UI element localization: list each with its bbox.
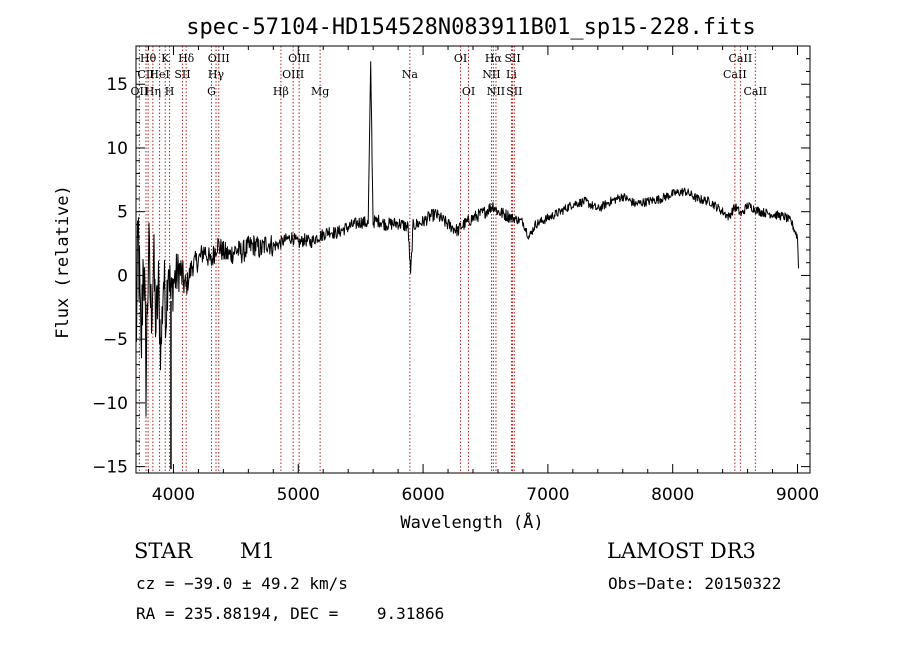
- x-tick-label: 4000: [152, 485, 195, 505]
- spectral-line-label: OII: [131, 85, 149, 98]
- x-tick-label: 5000: [277, 485, 320, 505]
- spectral-line-label: H: [165, 85, 175, 98]
- spectral-line-label: OIII: [208, 52, 230, 65]
- spectral-line-label: OIII: [288, 52, 310, 65]
- spectral-line-label: OI: [454, 52, 467, 65]
- spectral-line-label: Hθ: [140, 52, 157, 65]
- x-tick-label: 7000: [526, 485, 569, 505]
- plot-frame: [135, 45, 811, 474]
- redshift-cz: cz = −39.0 ± 49.2 km/s: [136, 574, 348, 593]
- spectral-line-label: HeI: [149, 68, 169, 81]
- survey-name: LAMOST DR3: [607, 539, 756, 563]
- spectral-line-labels: Hθ CII OII K HeI Hη Hδ SII H OIII Hγ G OIII OIII Hβ Mg N…: [131, 52, 768, 98]
- spectral-line-label: OIII: [282, 68, 304, 81]
- spectral-line-label: CaII: [743, 85, 767, 98]
- coordinates: RA = 235.88194, DEC = 9.31866: [136, 604, 445, 623]
- spectral-line-label: SII: [504, 52, 520, 65]
- spectral-line-label: SII: [506, 85, 522, 98]
- spectral-line-label: SII: [174, 68, 190, 81]
- chart-title: spec-57104-HD154528N083911B01_sp15-228.f…: [186, 15, 756, 40]
- spectral-line-label: Hβ: [273, 85, 289, 98]
- object-subclass: M1: [240, 539, 275, 563]
- spectral-line-label: Li: [506, 68, 517, 81]
- spectral-line-label: Na: [402, 68, 419, 81]
- y-tick-label: 10: [106, 139, 128, 159]
- spectral-line-label: Hα: [485, 52, 503, 65]
- spectral-line-label: Hη: [145, 85, 161, 98]
- spectral-line-label: K: [161, 52, 170, 65]
- spectral-line-label: G: [207, 85, 216, 98]
- spectral-line-label: Mg: [311, 85, 329, 98]
- spectral-line-label: NII: [487, 85, 505, 98]
- y-tick-label: −10: [92, 394, 128, 414]
- y-tick-label: −5: [103, 330, 128, 350]
- spectrum-line: [135, 61, 799, 417]
- spectral-line-label: Hδ: [178, 52, 195, 65]
- y-tick-label: 15: [106, 75, 128, 95]
- x-axis-label: Wavelength (Å): [400, 511, 543, 533]
- spectral-line-markers: [138, 46, 756, 473]
- x-tick-label: 6000: [401, 485, 444, 505]
- spectral-line-label: OI: [462, 85, 475, 98]
- data-series: [135, 61, 799, 470]
- y-tick-label: 5: [117, 203, 128, 223]
- x-tick-label: 9000: [776, 485, 819, 505]
- y-tick-label: −15: [92, 458, 128, 478]
- spectral-line-label: CaII: [729, 52, 753, 65]
- spectral-line-label: CII: [137, 68, 154, 81]
- axis-ticks: 4000 5000 6000 7000 8000 9000 −15 −10 −5 0 5 10 15: [92, 46, 819, 505]
- x-tick-label: 8000: [651, 485, 694, 505]
- y-tick-label: 0: [117, 266, 128, 286]
- observation-date: Obs−Date: 20150322: [608, 574, 782, 593]
- spectral-line-label: Hγ: [208, 68, 225, 81]
- spectral-line-label: CaII: [723, 68, 747, 81]
- y-axis-label: Flux (relative): [53, 185, 73, 339]
- object-type: STAR: [134, 539, 193, 563]
- spectral-line-label: NII: [482, 68, 500, 81]
